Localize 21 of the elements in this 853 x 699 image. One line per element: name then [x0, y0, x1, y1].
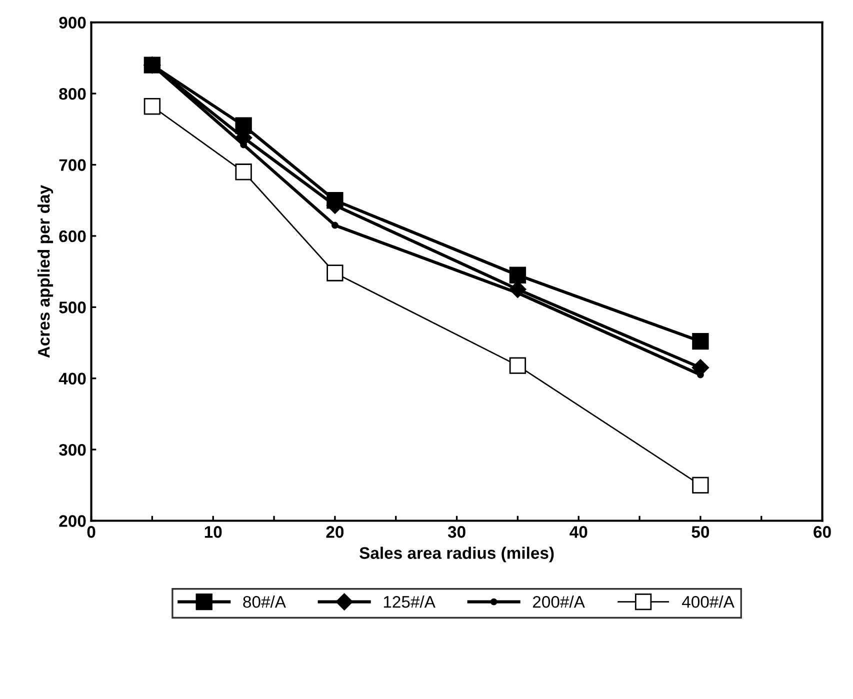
- y-tick-label: 600: [59, 230, 86, 242]
- y-tick-label: 700: [59, 159, 86, 171]
- y-tick-label: 500: [59, 302, 86, 314]
- y-tick-label: 400: [58, 372, 86, 385]
- legend-label: 400#/A: [682, 596, 734, 608]
- y-tick-label: 200: [59, 515, 86, 527]
- y-tick-label: 300: [58, 444, 86, 456]
- legend-label: 200#/A: [532, 596, 585, 608]
- x-tick-label: 0: [87, 526, 96, 538]
- legend-label: 80#/A: [243, 596, 286, 608]
- legend-label: 125#/A: [384, 596, 436, 608]
- x-tick-label: 50: [692, 526, 710, 538]
- y-tick-label: 900: [59, 16, 86, 29]
- x-tick-label: 20: [326, 526, 344, 538]
- y-tick-label: 800: [59, 88, 86, 100]
- x-tick-label: 40: [570, 526, 588, 538]
- x-tick-label: 10: [204, 526, 222, 538]
- x-tick-label: 30: [448, 526, 466, 538]
- x-tick-label: 60: [814, 526, 831, 538]
- y-axis-title: Acres applied per day: [38, 185, 54, 358]
- x-axis-title: Sales area radius (miles): [360, 546, 554, 562]
